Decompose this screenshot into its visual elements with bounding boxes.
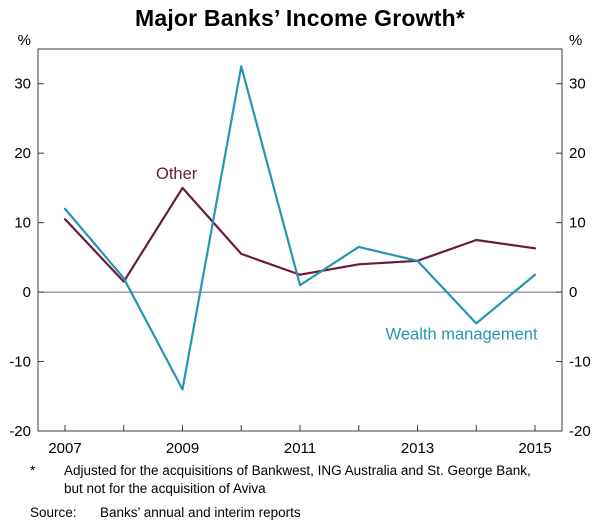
y-tick-label-left: 30 bbox=[14, 76, 31, 93]
x-tick-label: 2013 bbox=[401, 440, 434, 457]
y-tick-label-right: -10 bbox=[569, 354, 591, 371]
source-label: Source: bbox=[30, 504, 77, 520]
income-growth-line-chart: -20 -20 -10 -10 0 0 10 10 20 20 30 30 2007 2009 2011 20… bbox=[9, 33, 591, 457]
y-tick-label-left: -20 bbox=[9, 423, 31, 440]
x-tick-label: 2011 bbox=[284, 440, 316, 457]
x-tick-label: 2015 bbox=[518, 440, 551, 457]
y-tick-label-right: 10 bbox=[569, 215, 586, 232]
plot-border bbox=[37, 48, 563, 432]
chart-title: Major Banks’ Income Growth* bbox=[134, 5, 466, 31]
y-tick-label-right: 20 bbox=[569, 145, 586, 162]
source-note: Source: Banks’ annual and interim report… bbox=[30, 504, 590, 522]
y-tick-label-right: -20 bbox=[569, 423, 591, 440]
series-line-wealth-management bbox=[63, 65, 537, 391]
unit-label-left: % bbox=[18, 33, 31, 49]
series-label-wealth-management: Wealth management bbox=[386, 325, 538, 343]
y-tick-label-right: 30 bbox=[569, 76, 586, 93]
series-label-other: Other bbox=[156, 165, 198, 183]
source-text: Banks’ annual and interim reports bbox=[100, 504, 301, 520]
y-tick-label-left: -10 bbox=[9, 354, 31, 371]
y-tick-label-left: 0 bbox=[23, 284, 31, 301]
x-tick-label: 2009 bbox=[166, 440, 199, 457]
x-tick-label: 2007 bbox=[48, 440, 81, 457]
footnote-marker: * bbox=[30, 463, 36, 478]
y-tick-label-left: 10 bbox=[14, 215, 31, 232]
footnote: * Adjusted for the acquisitions of Bankw… bbox=[30, 462, 590, 498]
series-line-other bbox=[63, 186, 537, 283]
y-tick-label-left: 20 bbox=[14, 145, 31, 162]
footnote-text: Adjusted for the acquisitions of Bankwes… bbox=[64, 463, 531, 496]
y-tick-label-right: 0 bbox=[569, 284, 577, 301]
unit-label-right: % bbox=[569, 33, 582, 49]
chart-notes: * Adjusted for the acquisitions of Bankw… bbox=[0, 458, 600, 521]
